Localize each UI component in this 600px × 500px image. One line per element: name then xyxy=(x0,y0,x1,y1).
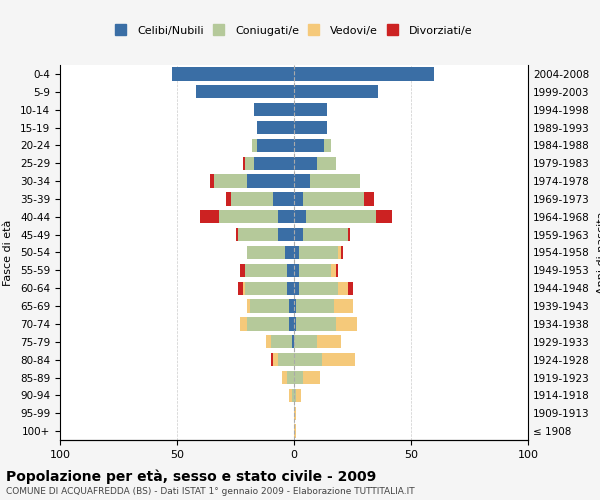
Bar xyxy=(289,317,294,330)
Bar xyxy=(292,388,294,402)
Bar xyxy=(257,121,294,134)
Text: Popolazione per età, sesso e stato civile - 2009: Popolazione per età, sesso e stato civil… xyxy=(6,470,376,484)
Bar xyxy=(278,210,294,224)
Bar xyxy=(294,85,378,98)
Bar xyxy=(341,246,343,259)
Bar xyxy=(376,210,392,224)
Bar xyxy=(231,192,273,205)
Bar xyxy=(325,138,331,152)
Bar xyxy=(294,138,325,152)
Bar xyxy=(172,67,294,80)
Bar xyxy=(294,317,296,330)
Bar xyxy=(294,300,296,313)
Bar xyxy=(245,264,287,277)
Bar xyxy=(278,353,294,366)
Bar xyxy=(294,192,304,205)
Bar xyxy=(296,300,334,313)
Y-axis label: Fasce di età: Fasce di età xyxy=(3,220,13,286)
Bar xyxy=(238,228,278,241)
Bar xyxy=(238,282,242,295)
Bar xyxy=(294,371,304,384)
Bar xyxy=(334,300,353,313)
Bar xyxy=(273,353,278,366)
Bar xyxy=(247,246,284,259)
Text: COMUNE DI ACQUAFREDDA (BS) - Dati ISTAT 1° gennaio 2009 - Elaborazione TUTTITALI: COMUNE DI ACQUAFREDDA (BS) - Dati ISTAT … xyxy=(6,488,415,496)
Bar xyxy=(283,371,287,384)
Bar xyxy=(294,210,306,224)
Bar xyxy=(336,317,357,330)
Bar xyxy=(219,210,278,224)
Bar xyxy=(254,156,294,170)
Bar xyxy=(196,85,294,98)
Bar xyxy=(294,156,317,170)
Bar xyxy=(310,174,359,188)
Bar xyxy=(294,264,299,277)
Bar xyxy=(278,228,294,241)
Bar xyxy=(235,228,238,241)
Bar xyxy=(294,246,299,259)
Bar xyxy=(257,138,294,152)
Bar xyxy=(247,300,250,313)
Bar xyxy=(296,317,336,330)
Bar xyxy=(294,174,310,188)
Bar xyxy=(338,282,348,295)
Bar xyxy=(322,353,355,366)
Y-axis label: Anni di nascita: Anni di nascita xyxy=(596,211,600,294)
Bar xyxy=(287,371,294,384)
Bar xyxy=(287,264,294,277)
Bar xyxy=(294,406,296,420)
Bar xyxy=(226,192,231,205)
Bar xyxy=(294,353,322,366)
Bar xyxy=(273,192,294,205)
Bar xyxy=(289,388,292,402)
Bar xyxy=(250,300,289,313)
Bar xyxy=(292,335,294,348)
Bar xyxy=(294,103,327,117)
Bar xyxy=(294,424,296,438)
Bar xyxy=(294,67,434,80)
Bar xyxy=(242,282,245,295)
Bar xyxy=(242,156,245,170)
Legend: Celibi/Nubili, Coniugati/e, Vedovi/e, Divorziati/e: Celibi/Nubili, Coniugati/e, Vedovi/e, Di… xyxy=(112,22,476,40)
Bar xyxy=(254,103,294,117)
Bar xyxy=(210,174,214,188)
Bar xyxy=(306,210,376,224)
Bar xyxy=(214,174,247,188)
Bar xyxy=(364,192,374,205)
Bar xyxy=(245,282,287,295)
Bar xyxy=(304,192,364,205)
Bar xyxy=(266,335,271,348)
Bar xyxy=(271,335,292,348)
Bar xyxy=(304,371,320,384)
Bar xyxy=(284,246,294,259)
Bar xyxy=(348,282,353,295)
Bar xyxy=(287,282,294,295)
Bar xyxy=(294,282,299,295)
Bar xyxy=(294,121,327,134)
Bar xyxy=(245,156,254,170)
Bar xyxy=(317,156,336,170)
Bar xyxy=(336,264,338,277)
Bar xyxy=(271,353,273,366)
Bar xyxy=(299,264,331,277)
Bar xyxy=(247,317,289,330)
Bar xyxy=(247,174,294,188)
Bar xyxy=(200,210,219,224)
Bar xyxy=(299,246,338,259)
Bar xyxy=(294,388,296,402)
Bar xyxy=(331,264,336,277)
Bar xyxy=(299,282,338,295)
Bar xyxy=(294,228,304,241)
Bar xyxy=(317,335,341,348)
Bar xyxy=(296,388,301,402)
Bar xyxy=(240,264,245,277)
Bar xyxy=(289,300,294,313)
Bar xyxy=(294,335,317,348)
Bar xyxy=(348,228,350,241)
Bar xyxy=(338,246,341,259)
Bar xyxy=(252,138,257,152)
Bar xyxy=(240,317,247,330)
Bar xyxy=(304,228,348,241)
